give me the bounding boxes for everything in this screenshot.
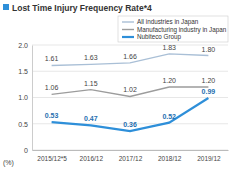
x-tick: 2015/12*5: [37, 150, 67, 162]
grid: [32, 45, 228, 150]
legend-swatch: [122, 36, 134, 38]
x-tick-label: 2019/12: [197, 155, 221, 162]
legend-swatch: [122, 21, 134, 22]
y-tick-label: 0: [24, 147, 28, 154]
data-label: 0.53: [45, 112, 59, 119]
plot-area: [52, 54, 209, 131]
x-tick: 2016/12: [80, 150, 104, 162]
chart: Lost Time Injury Frequency Rate*4 0 0.5 1.0…: [0, 0, 240, 180]
data-label: 1.20: [162, 77, 176, 84]
y-axis-title: (%): [3, 159, 14, 167]
x-tick-label: 2018/12: [158, 155, 182, 162]
data-labels: 1.61 1.63 1.66 1.83 1.80 1.06 1.15 1.02 1.20 1.20…: [45, 44, 216, 128]
title: Lost Time Injury Frequency Rate*4: [12, 3, 152, 13]
data-label: 0.52: [162, 113, 176, 120]
y-tick-label: 1.5: [18, 68, 28, 75]
data-label: 1.80: [202, 46, 216, 53]
y-tick: 2.0: [18, 42, 32, 49]
series-line: [52, 98, 209, 131]
data-label: 1.63: [84, 54, 98, 61]
grid-line: [32, 71, 228, 72]
grid-line: [32, 150, 228, 151]
x-tick: 2017/12: [119, 150, 143, 162]
y-tick: 0: [24, 147, 32, 154]
x-tick: 2018/12: [158, 150, 182, 162]
x-tick-label: 2015/12*5: [37, 155, 67, 162]
data-label: 0.47: [84, 115, 98, 122]
data-label: 0.36: [123, 121, 137, 128]
x-tick-label: 2017/12: [119, 155, 143, 162]
legend-box: [118, 16, 228, 42]
y-tick-label: 2.0: [18, 42, 28, 49]
legend-label: Nubiteco Group: [137, 33, 182, 41]
data-label: 1.20: [202, 77, 216, 84]
y-tick: 0.5: [18, 120, 32, 127]
legend-swatch: [122, 29, 134, 30]
data-label: 0.99: [202, 88, 216, 95]
y-tick-label: 0.5: [18, 120, 28, 127]
x-tick-label: 2016/12: [80, 155, 104, 162]
y-tick: 1.0: [18, 94, 32, 101]
y-tick: 1.5: [18, 68, 32, 75]
data-label: 1.02: [123, 86, 137, 93]
x-axis-line: [33, 150, 229, 151]
x-axis: 2015/12*5 2016/12 2017/12 2018/12 2019/12: [33, 150, 229, 162]
legend: All industries in JapanManufacturing ind…: [118, 16, 228, 42]
data-label: 1.83: [162, 44, 176, 51]
data-label: 1.61: [45, 55, 59, 62]
data-label: 1.06: [45, 84, 59, 91]
y-tick-label: 1.0: [18, 94, 28, 101]
data-label: 1.66: [123, 53, 137, 60]
title-marker: [3, 4, 9, 10]
x-tick: 2019/12: [197, 150, 221, 162]
series-line: [52, 87, 209, 96]
y-axis-line: [32, 46, 33, 151]
grid-line: [32, 45, 228, 46]
data-label: 1.15: [84, 80, 98, 87]
y-axis: 0 0.5 1.0 1.5 2.0: [18, 42, 32, 154]
